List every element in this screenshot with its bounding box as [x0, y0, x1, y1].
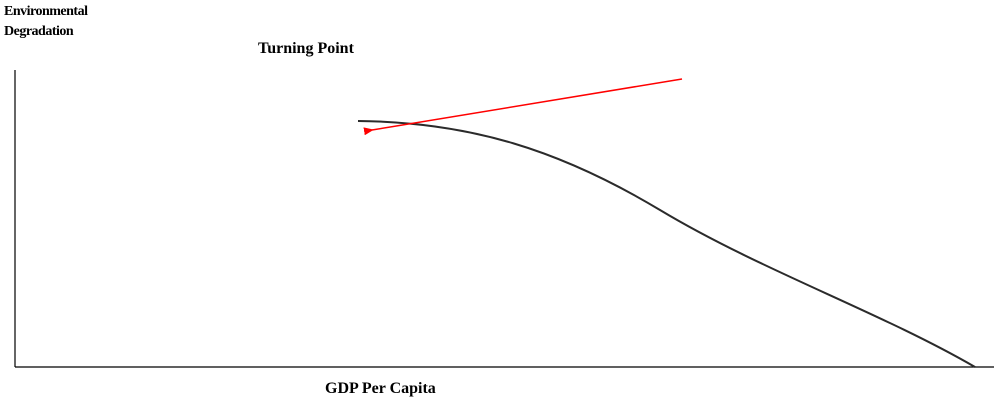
- degradation-curve: [357, 120, 976, 368]
- y-axis-label-line1: Environmental: [4, 4, 88, 19]
- y-axis-label-line2: Degradation: [4, 24, 74, 39]
- turning-point-arrow: [363, 78, 683, 136]
- turning-point-label: Turning Point: [258, 40, 354, 57]
- x-axis-label: GDP Per Capita: [325, 380, 436, 397]
- y-axis-label: Environmental Degradation: [4, 2, 88, 42]
